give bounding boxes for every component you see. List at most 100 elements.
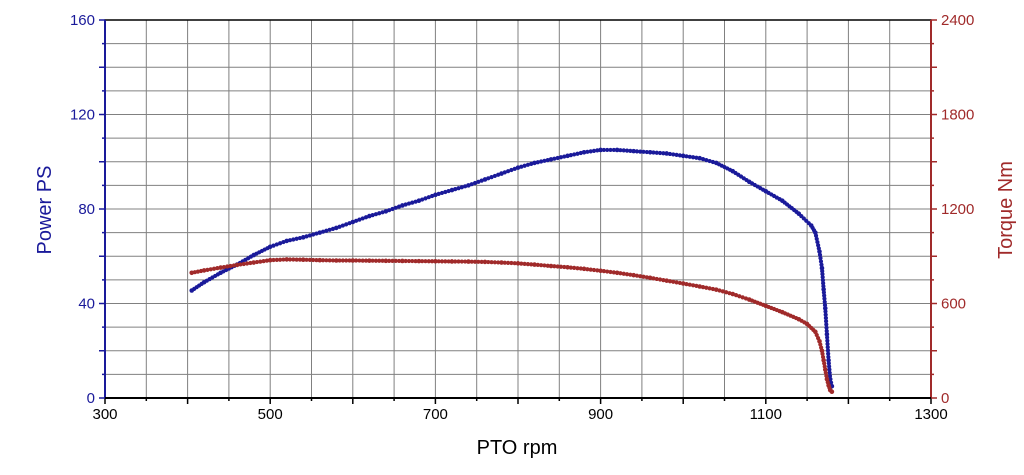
power-trace-dot	[311, 232, 316, 237]
power-trace-dot	[821, 281, 826, 286]
power-trace-dot	[505, 169, 511, 174]
torque-trace-dot	[562, 264, 567, 270]
torque-point	[267, 257, 273, 263]
y-right-tick-label: 1200	[941, 201, 974, 218]
power-trace-dot	[327, 227, 332, 232]
torque-point	[482, 259, 488, 265]
power-point	[821, 287, 826, 292]
power-trace-dot	[644, 149, 649, 155]
torque-trace-dot	[585, 267, 590, 272]
power-trace-dot	[357, 217, 362, 222]
torque-point	[614, 270, 620, 276]
torque-trace-dot	[823, 370, 828, 375]
torque-trace-dot	[254, 259, 260, 265]
power-trace-dot	[304, 234, 309, 239]
power-trace-dot	[661, 151, 666, 156]
torque-trace-dot	[608, 269, 613, 275]
torque-trace-dot	[396, 258, 402, 264]
power-trace-dot	[320, 229, 326, 234]
torque-trace-dot	[542, 263, 547, 268]
torque-trace-dot	[634, 273, 640, 278]
power-trace-dot	[700, 157, 706, 162]
power-trace-dot	[459, 185, 464, 190]
torque-trace-dot	[446, 259, 451, 264]
torque-trace-dot	[307, 257, 312, 263]
power-trace-dot	[820, 275, 825, 280]
power-trace-dot	[822, 299, 827, 305]
torque-trace-dot	[720, 289, 725, 294]
power-trace-dot	[813, 233, 819, 238]
power-trace-dot	[387, 208, 392, 213]
power-trace-dot	[426, 195, 431, 200]
x-tick-label: 500	[258, 406, 283, 423]
power-trace-dot	[823, 319, 829, 324]
torque-trace-dot	[423, 259, 428, 264]
torque-trace-dot	[700, 285, 706, 290]
power-trace-dot	[403, 202, 408, 207]
power-trace-dot	[535, 160, 540, 165]
power-trace-dot	[552, 156, 557, 161]
torque-trace-dot	[558, 264, 564, 269]
torque-point	[466, 259, 471, 264]
power-point	[824, 331, 830, 337]
power-point	[400, 203, 405, 208]
torque-trace-dot	[420, 259, 425, 264]
torque-trace-dot	[684, 281, 689, 287]
torque-trace-dot	[535, 262, 540, 267]
power-trace-dot	[824, 328, 829, 334]
torque-trace-dot	[486, 259, 491, 265]
power-trace-dot	[278, 241, 283, 246]
power-point	[614, 147, 620, 153]
power-point	[827, 376, 833, 382]
power-point	[631, 148, 636, 154]
torque-trace-dot	[370, 258, 375, 263]
power-trace-dot	[826, 351, 831, 356]
torque-trace-dot	[360, 258, 365, 263]
power-trace-dot	[420, 197, 425, 202]
torque-trace-dot	[818, 342, 823, 347]
power-trace-dot	[825, 348, 831, 353]
power-trace-dot	[684, 154, 689, 159]
power-trace-dot	[575, 151, 580, 156]
torque-point	[234, 262, 240, 268]
torque-trace-dot	[479, 259, 484, 264]
power-point	[267, 244, 273, 250]
power-trace-dot	[824, 325, 829, 330]
torque-point	[400, 258, 405, 264]
torque-trace-dot	[489, 260, 494, 265]
power-trace-dot	[820, 269, 825, 274]
torque-trace-dot	[347, 258, 352, 263]
power-trace-dot	[406, 201, 412, 206]
torque-trace-dot	[410, 258, 415, 264]
power-trace-dot	[641, 149, 646, 154]
power-point	[482, 177, 488, 182]
power-trace-dot	[694, 155, 699, 160]
y-right-tick-label: 0	[941, 390, 949, 407]
torque-trace-dot	[476, 259, 481, 264]
torque-trace-dot	[469, 259, 474, 264]
power-trace-dot	[691, 155, 696, 160]
power-trace-dot	[657, 150, 663, 156]
power-trace-dot	[588, 149, 593, 154]
torque-trace-dot	[657, 277, 663, 282]
power-trace-dot	[423, 196, 428, 201]
power-trace-dot	[677, 153, 682, 158]
power-point	[680, 153, 686, 159]
torque-trace-dot	[327, 258, 332, 263]
torque-trace-dot	[278, 257, 283, 262]
power-point	[581, 150, 587, 155]
torque-trace-dot	[459, 259, 464, 264]
torque-trace-dot	[238, 262, 243, 267]
power-trace-dot	[307, 233, 312, 238]
torque-trace-dot	[205, 267, 210, 272]
power-trace-dot	[634, 149, 640, 154]
power-trace-dot	[522, 163, 527, 168]
power-trace-dot	[819, 262, 824, 267]
torque-trace-dot	[591, 267, 597, 273]
y-right-tick-label: 1800	[941, 107, 974, 124]
x-tick-label: 300	[92, 406, 117, 423]
power-trace-dot	[370, 213, 375, 218]
torque-trace-dot	[552, 264, 557, 269]
torque-trace-dot	[661, 277, 666, 283]
power-trace-dot	[585, 149, 590, 154]
